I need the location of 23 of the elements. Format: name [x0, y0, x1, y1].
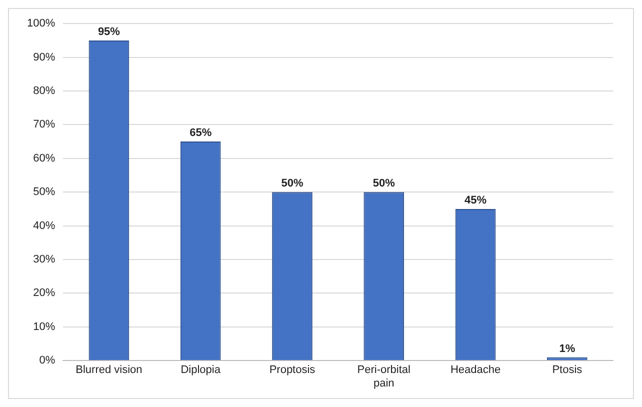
data-label: 65% [190, 127, 212, 140]
y-tick-label: 60% [33, 152, 56, 164]
y-tick-label: 70% [33, 118, 56, 131]
data-label: 1% [559, 342, 576, 355]
x-tick-label: Diplopia [180, 364, 222, 376]
y-tick-label: 20% [33, 287, 56, 300]
y-tick-label: 50% [33, 186, 56, 198]
y-tick-label: 90% [33, 51, 56, 64]
y-tick-label: 80% [33, 85, 56, 98]
data-label: 50% [281, 178, 304, 190]
x-tick-label: Headache [450, 364, 501, 376]
data-label: 45% [464, 194, 487, 206]
x-tick-label: Proptosis [269, 364, 316, 376]
y-tick-label: 30% [33, 254, 56, 266]
x-tick-label: Ptosis [552, 364, 583, 376]
y-tick-label: 10% [33, 320, 56, 333]
x-tick-label: Blurred vision [76, 364, 142, 376]
data-label: 95% [98, 26, 120, 38]
x-tick-label: Peri-orbital pain [357, 364, 410, 390]
y-tick-label: 40% [33, 220, 56, 232]
data-label: 50% [372, 178, 396, 190]
y-tick-label: 0% [39, 354, 56, 367]
y-tick-label: 100% [26, 18, 56, 30]
